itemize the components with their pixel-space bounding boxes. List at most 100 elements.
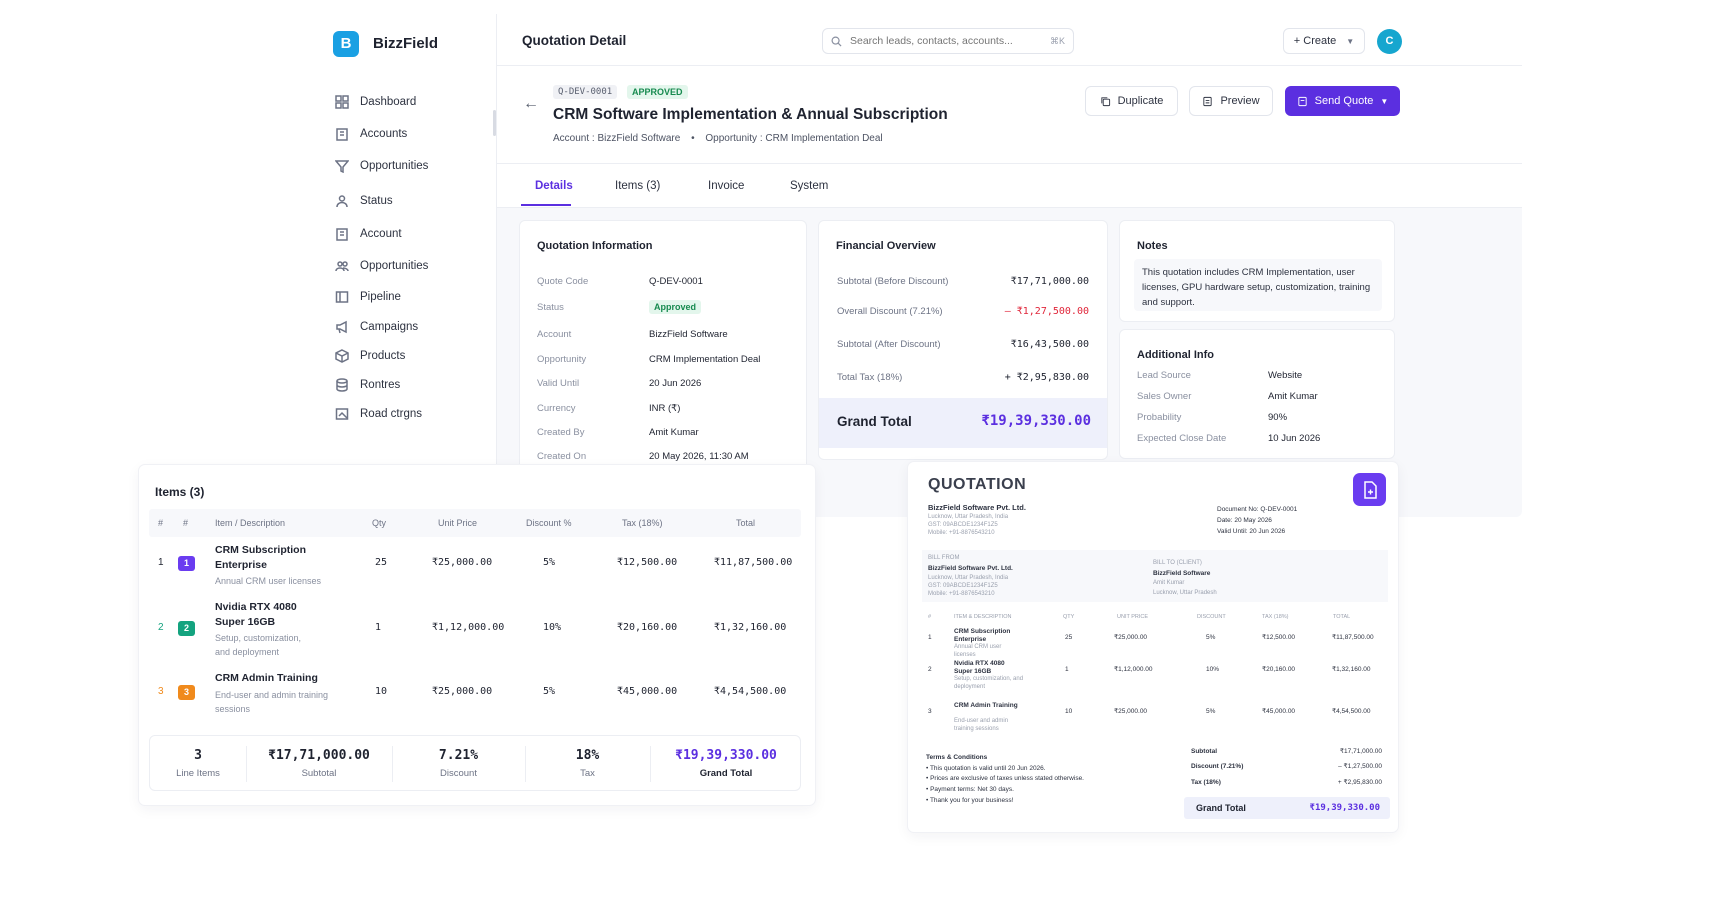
export-pdf-button[interactable] [1353, 473, 1386, 506]
tab-items[interactable]: Items (3) [615, 180, 661, 192]
dashboard-icon [335, 95, 349, 109]
pdf-title: QUOTATION [928, 476, 1027, 493]
pdf-date: Date: 20 May 2026 [1217, 517, 1272, 524]
shortcut-hint: ⌘K [1049, 35, 1065, 46]
sidebar-item-label: Pipeline [360, 291, 401, 303]
send-quote-button[interactable]: Send Quote ▼ [1285, 86, 1400, 116]
info-label: Valid Until [537, 378, 580, 389]
sidebar-item-label: Status [360, 195, 393, 207]
info-value: CRM Implementation Deal [649, 354, 761, 365]
duplicate-button[interactable]: Duplicate [1085, 86, 1178, 116]
tab-system[interactable]: System [790, 180, 829, 192]
col-header: Discount % [526, 518, 572, 528]
financial-label: Overall Discount (7.21%) [837, 306, 943, 317]
additional-label: Sales Owner [1137, 391, 1192, 402]
create-label: + Create [1293, 35, 1337, 47]
item-name[interactable]: Super 16GB [215, 616, 276, 628]
pdf-row-qty: 1 [1065, 666, 1069, 673]
item-index: 2 [158, 622, 164, 633]
summary-label: Line Items [176, 768, 220, 779]
summary-value: ₹19,39,330.00 [675, 748, 777, 763]
sidebar-item-account[interactable]: Account [335, 223, 402, 245]
col-header: # [158, 518, 164, 528]
quote-subtitle: Account : BizzField Software • Opportuni… [553, 133, 883, 144]
sidebar-item-campaigns[interactable]: Campaigns [335, 316, 418, 338]
item-discount: 5% [543, 686, 556, 697]
account-link[interactable]: Account : BizzField Software [553, 133, 681, 144]
sidebar-item-rontres[interactable]: Rontres [335, 374, 400, 396]
notes-card: Notes This quotation includes CRM Implem… [1119, 220, 1395, 322]
status-badge: APPROVED [627, 85, 688, 99]
pdf-row-name: CRM Admin Training [954, 702, 1018, 709]
item-name[interactable]: Enterprise [215, 559, 267, 571]
pdf-col-header: DISCOUNT [1197, 614, 1226, 620]
pdf-row-discount: 5% [1206, 708, 1216, 715]
divider [525, 746, 526, 782]
send-quote-label: Send Quote [1314, 95, 1374, 107]
user-avatar[interactable]: C [1377, 29, 1402, 54]
item-name[interactable]: CRM Subscription [215, 544, 306, 556]
sidebar-item-status[interactable]: Status [335, 190, 393, 212]
info-label: Created On [537, 451, 587, 462]
divider [650, 746, 651, 782]
back-arrow-icon[interactable]: ← [523, 95, 539, 112]
sidebar-item-road-ctrgns[interactable]: Road ctrgns [335, 403, 422, 425]
sidebar-item-products[interactable]: Products [335, 345, 405, 367]
summary-value: ₹17,71,000.00 [268, 748, 370, 763]
col-header: Unit Price [438, 518, 478, 528]
item-name[interactable]: CRM Admin Training [215, 672, 318, 684]
item-qty: 25 [375, 557, 388, 568]
file-icon [1363, 480, 1377, 499]
tab-details[interactable]: Details [535, 180, 573, 192]
pdf-doc-no: Document No: Q-DEV-0001 [1217, 506, 1298, 513]
col-header: Item / Description [215, 518, 286, 528]
active-tab-indicator [521, 204, 571, 206]
search-input[interactable] [850, 35, 1042, 47]
sidebar-item-opportunities[interactable]: Opportunities [335, 155, 428, 177]
additional-value: 10 Jun 2026 [1268, 433, 1321, 444]
item-qty: 10 [375, 686, 388, 697]
item-unit-price: ₹25,000.00 [432, 686, 493, 697]
item-desc: Annual CRM user licenses [215, 576, 322, 586]
sidebar-item-accounts[interactable]: Accounts [335, 123, 407, 145]
sidebar-scrollbar[interactable] [493, 110, 496, 136]
preview-button[interactable]: Preview [1189, 86, 1273, 116]
pdf-total-label: Subtotal [1191, 748, 1217, 755]
card-heading: Additional Info [1137, 349, 1214, 361]
sidebar: B BizzField Dashboard Accounts Opportuniti… [315, 14, 497, 517]
chevron-down-icon: ▼ [1380, 96, 1389, 106]
sidebar-item-dashboard[interactable]: Dashboard [335, 91, 416, 113]
tab-bar: Details Items (3) Invoice System [497, 164, 1522, 208]
pdf-row-desc: End-user and admin training sessions [954, 718, 1009, 732]
item-name[interactable]: Nvidia RTX 4080 [215, 601, 297, 613]
pdf-col-header: UNIT PRICE [1117, 614, 1149, 620]
pdf-total-value: + ₹2,95,830.00 [1337, 779, 1382, 786]
additional-info-card: Additional Info Lead Source Website Sales … [1119, 329, 1395, 459]
opportunity-link[interactable]: Opportunity : CRM Implementation Deal [705, 133, 883, 144]
sidebar-item-label: Campaigns [360, 321, 419, 333]
quote-code-chip: Q-DEV-0001 [553, 85, 618, 99]
pdf-row-index: 3 [928, 708, 932, 715]
info-value: 20 Jun 2026 [649, 378, 702, 389]
megaphone-icon [335, 320, 349, 334]
financial-overview-card: Financial Overview Subtotal (Before Disc… [818, 220, 1108, 460]
tab-invoice[interactable]: Invoice [708, 180, 745, 192]
item-desc: sessions [215, 704, 251, 714]
pdf-total-label: Tax (18%) [1191, 779, 1221, 786]
pdf-company-line: Mobile: +91-8876543210 [928, 530, 995, 536]
global-search[interactable]: ⌘K [822, 28, 1074, 54]
create-button[interactable]: + Create ▼ [1283, 28, 1365, 54]
additional-value: 90% [1268, 412, 1288, 423]
sidebar-item-opportunities[interactable]: Opportunities [335, 255, 428, 277]
summary-value: 3 [194, 748, 202, 763]
pdf-grand-label: Grand Total [1196, 803, 1246, 813]
pdf-terms-title: Terms & Conditions [926, 754, 988, 761]
pdf-bill-from-label: BILL FROM [928, 555, 960, 561]
financial-label: Total Tax (18%) [837, 372, 903, 383]
financial-value: ₹17,71,000.00 [1010, 276, 1089, 287]
sidebar-item-pipeline[interactable]: Pipeline [335, 286, 401, 308]
separator-dot: • [691, 133, 695, 144]
page-title: Quotation Detail [522, 33, 627, 48]
pdf-row-name: Nvidia RTX 4080 Super 16GB [954, 660, 1005, 675]
item-tax: ₹20,160.00 [617, 622, 678, 633]
